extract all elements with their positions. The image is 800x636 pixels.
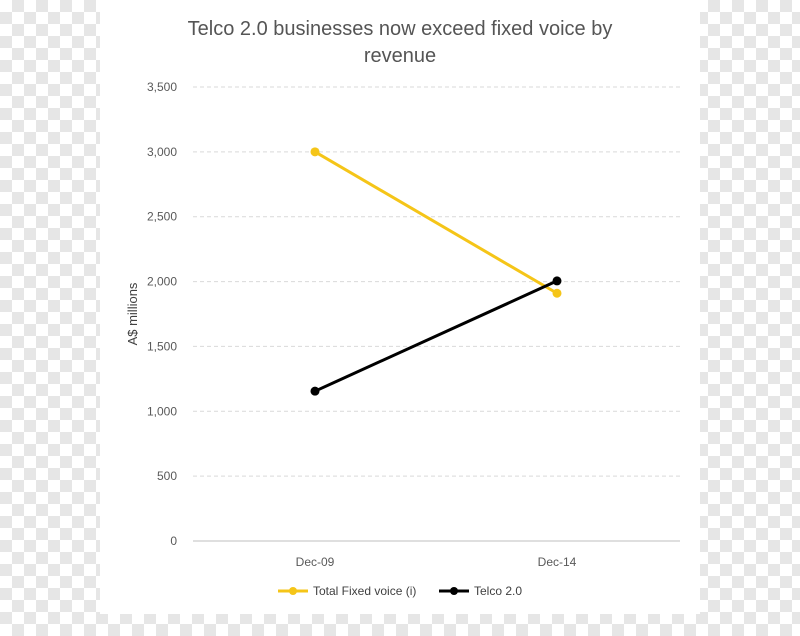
y-tick-label: 2,500 xyxy=(147,210,177,224)
data-point xyxy=(310,147,320,157)
y-tick-label: 1,500 xyxy=(147,339,177,353)
line-chart: Telco 2.0 businesses now exceed fixed vo… xyxy=(125,18,680,598)
y-axis-title: A$ millions xyxy=(125,282,140,345)
series-line xyxy=(314,150,558,295)
legend-label: Telco 2.0 xyxy=(474,584,522,598)
legend-swatch-marker xyxy=(289,587,297,595)
y-tick-label: 1,000 xyxy=(147,404,177,418)
legend-swatch-marker xyxy=(450,587,458,595)
gridlines xyxy=(193,86,680,477)
data-point xyxy=(310,386,320,396)
y-tick-label: 3,500 xyxy=(147,80,177,94)
y-tick-label: 0 xyxy=(170,534,177,548)
axes: 0 500 1,000 1,500 2,000 2,500 3,000 3,500 Dec-09… xyxy=(147,80,680,569)
data-point xyxy=(552,276,562,286)
legend-label: Total Fixed voice (i) xyxy=(313,584,416,598)
chart-title-line-1: Telco 2.0 businesses now exceed fixed vo… xyxy=(188,18,613,40)
series xyxy=(310,147,562,396)
x-tick-label: Dec-14 xyxy=(538,555,577,569)
chart-title-line-2: revenue xyxy=(364,45,436,67)
x-tick-label: Dec-09 xyxy=(296,555,335,569)
y-tick-label: 3,000 xyxy=(147,145,177,159)
y-tick-label: 500 xyxy=(157,469,177,483)
series-line xyxy=(314,279,558,393)
data-point xyxy=(552,288,562,298)
chart-panel: Telco 2.0 businesses now exceed fixed vo… xyxy=(100,0,700,614)
y-tick-label: 2,000 xyxy=(147,275,177,289)
legend: Total Fixed voice (i) Telco 2.0 xyxy=(278,584,522,598)
